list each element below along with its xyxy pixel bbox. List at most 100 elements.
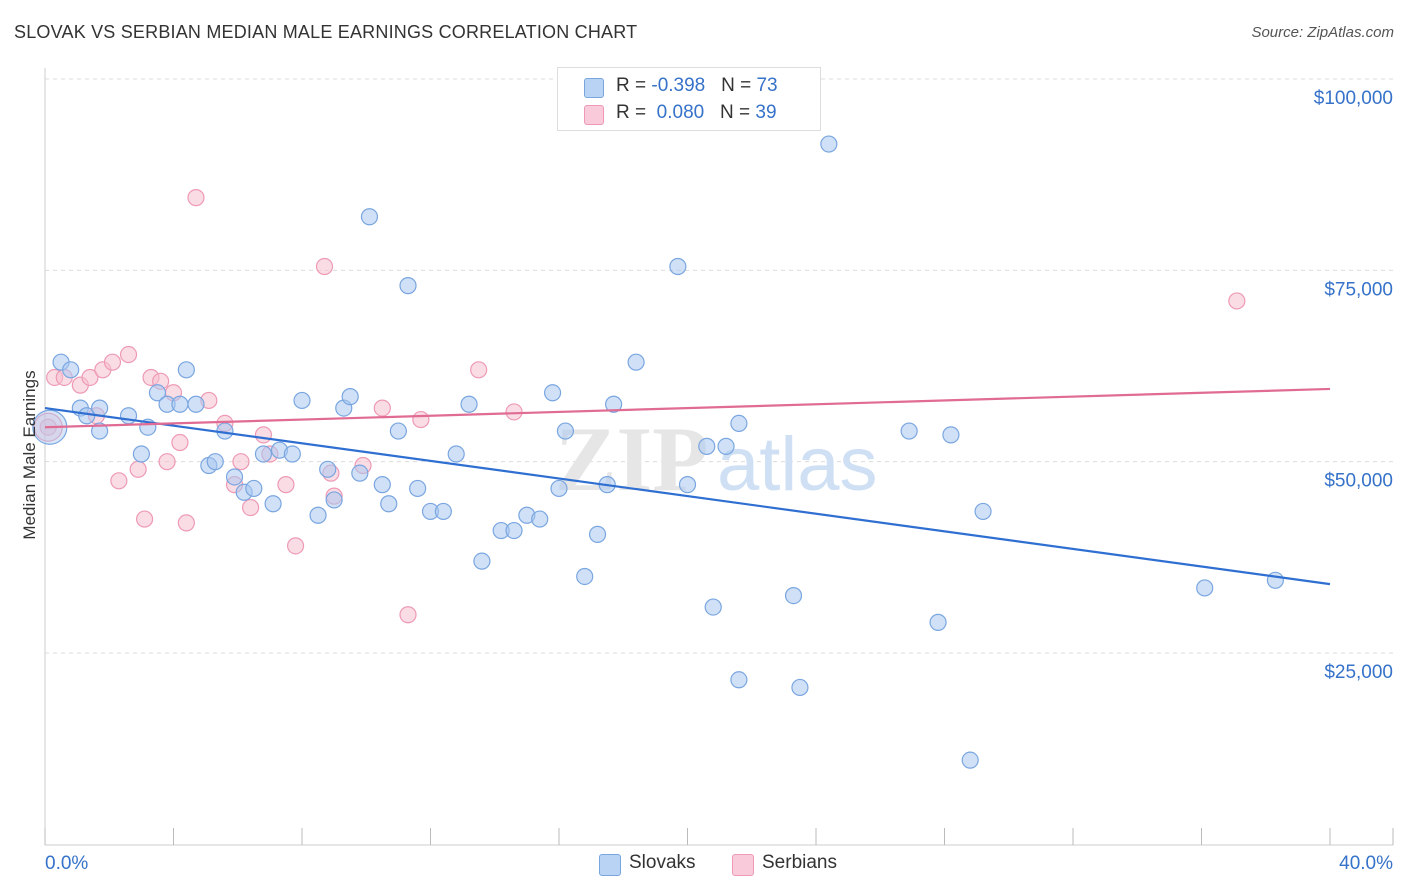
slovaks-point: [929, 613, 947, 631]
r-label: R =: [616, 102, 652, 123]
serbians-point: [373, 399, 391, 417]
slovaks-point: [225, 468, 244, 486]
axes: [44, 68, 1394, 846]
slovaks-point: [309, 506, 327, 524]
n-value: 73: [756, 75, 778, 96]
serbians-point: [277, 476, 295, 494]
slovaks-point: [1266, 571, 1284, 589]
slovaks-point: [409, 479, 427, 498]
slovaks-point: [784, 586, 803, 605]
slovaks-point: [293, 391, 311, 410]
r-label: R =: [616, 75, 652, 96]
slovaks-point: [132, 445, 150, 463]
y-tick-label: $50,000: [1324, 471, 1393, 492]
slovaks-point: [942, 426, 960, 444]
series-legend: Slovaks Serbians: [0, 852, 1406, 876]
slovaks-point: [264, 495, 282, 513]
serbians-point: [232, 453, 250, 471]
legend-label-serbians: Serbians: [762, 852, 837, 873]
serbians-point: [129, 460, 147, 478]
serbians-point: [412, 410, 430, 429]
slovaks-point: [961, 751, 979, 769]
serbians-swatch: [584, 105, 604, 125]
slovaks-point: [245, 479, 263, 498]
serbians-point: [1228, 292, 1246, 310]
slovaks-point: [698, 437, 716, 455]
slovaks-point: [389, 422, 407, 440]
serbians-point: [187, 189, 205, 207]
trend-lines: [44, 387, 1331, 586]
r-value: -0.398: [651, 75, 706, 96]
serbians-point: [177, 514, 195, 532]
slovaks-point: [62, 361, 80, 379]
slovaks-point: [820, 135, 838, 153]
slovaks-point: [206, 453, 224, 471]
serbians-point: [119, 345, 138, 364]
slovaks-point: [550, 479, 568, 498]
serbians-point: [135, 510, 154, 528]
slovaks-point: [447, 445, 465, 463]
slovaks-point: [319, 460, 337, 478]
slovaks-point: [543, 384, 562, 402]
slovaks-point: [669, 257, 687, 276]
slovaks-point: [341, 388, 359, 406]
slovaks-point: [283, 445, 301, 463]
slovaks-point: [1196, 579, 1214, 597]
slovaks-point: [791, 678, 809, 697]
slovaks-point: [460, 395, 478, 413]
n-label: N =: [721, 75, 757, 96]
y-tick-label: $25,000: [1324, 662, 1393, 683]
slovaks-point: [627, 353, 645, 371]
legend-label-slovaks: Slovaks: [629, 852, 696, 873]
serbians-point: [254, 426, 273, 444]
slovaks-point: [556, 422, 575, 440]
slovaks-point: [717, 437, 735, 455]
slovaks-point: [434, 502, 452, 521]
slovaks-point: [730, 671, 748, 689]
slovaks-point: [171, 395, 189, 413]
serbians-point: [171, 433, 189, 452]
legend-row-slovaks: R = -0.398 N = 73: [558, 73, 820, 101]
y-tick-label: $75,000: [1324, 279, 1393, 300]
slovaks-point: [177, 361, 195, 379]
slovaks-swatch: [599, 854, 621, 876]
watermark-atlas: atlas: [717, 422, 878, 507]
slovaks-point: [325, 491, 343, 509]
serbians-point: [81, 368, 99, 387]
slovaks-point: [351, 464, 369, 482]
serbians-point: [110, 472, 128, 490]
serbians-point: [315, 257, 334, 276]
slovaks-point: [605, 395, 623, 413]
slovaks-point: [91, 399, 109, 417]
n-label: N =: [720, 102, 756, 123]
slovaks-point: [678, 476, 697, 494]
tick-labels: $25,000 $50,000 $75,000 $100,000 0.0% 40.0%: [45, 88, 1393, 874]
y-axis-label: Median Male Earnings: [20, 370, 39, 539]
serbians-points: [33, 189, 1246, 624]
slovaks-point: [704, 598, 722, 616]
source-credit: Source: ZipAtlas.com: [1251, 24, 1394, 41]
serbians-trend-line: [44, 387, 1331, 429]
slovaks-point: [399, 277, 417, 295]
slovaks-point: [360, 208, 379, 226]
slovaks-point: [254, 445, 273, 463]
serbians-point: [158, 453, 176, 471]
serbians-point: [286, 537, 305, 555]
serbians-point: [242, 498, 260, 517]
x-tick-label: 40.0%: [1339, 853, 1393, 874]
serbians-swatch: [732, 854, 754, 876]
correlation-legend: R = -0.398 N = 73 R = 0.080 N = 39: [557, 67, 821, 131]
r-value: 0.080: [651, 102, 705, 123]
slovaks-point: [380, 495, 398, 513]
slovaks-point: [531, 510, 549, 528]
slovaks-point: [148, 384, 167, 402]
grid-lines: [45, 78, 1393, 654]
serbians-point: [470, 361, 488, 379]
legend-row-serbians: R = 0.080 N = 39: [558, 100, 820, 128]
slovaks-point: [505, 521, 523, 540]
slovaks-points: [32, 135, 1284, 769]
slovaks-point: [373, 476, 391, 494]
slovaks-point: [900, 422, 918, 440]
slovaks-point: [588, 525, 607, 543]
